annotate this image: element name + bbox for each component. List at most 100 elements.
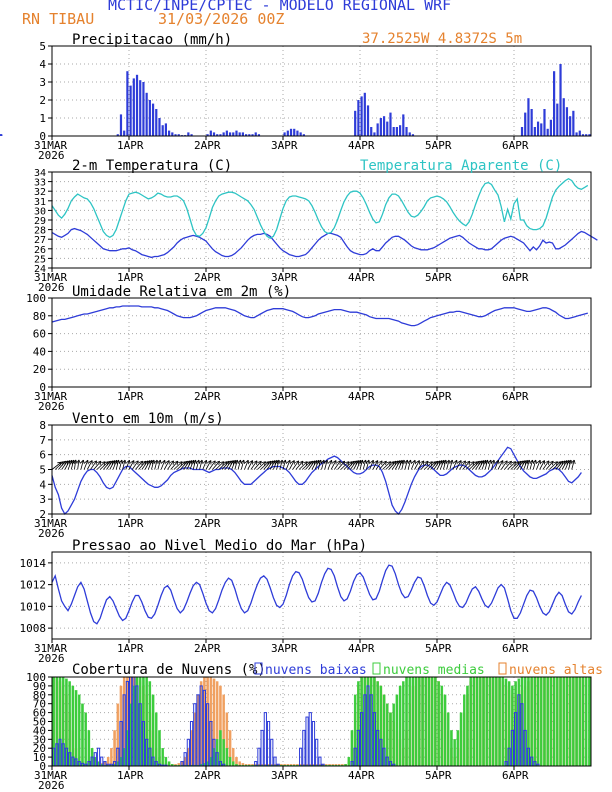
y-tick-label: 8 — [39, 419, 46, 432]
y-tick-label: 30 — [34, 206, 46, 217]
wind-arrow — [240, 459, 245, 470]
wind-arrow — [484, 459, 489, 470]
wind-arrow-head — [122, 459, 127, 465]
x-tick-label: 31MAR — [34, 517, 67, 530]
x-tick-label: 2APR — [194, 139, 221, 152]
wind-arrow-head — [495, 459, 500, 465]
precip-bar — [562, 98, 565, 136]
wind-arrow — [289, 460, 295, 470]
wind-arrow — [80, 459, 84, 470]
cloud-bar-nuvens-baixas — [260, 729, 264, 767]
y-tick-label: 100 — [26, 671, 46, 684]
x-tick-label: 6APR — [502, 517, 529, 530]
chart-main-title: MCTIC/INPE/CPTEC - MODELO REGIONAL WRF — [108, 0, 452, 14]
cloud-bar-nuvens-medias — [158, 730, 161, 767]
cloud-bar-nuvens-medias — [466, 685, 469, 767]
x-tick-label: 1APR — [117, 769, 144, 782]
wind-arrow — [539, 460, 545, 470]
wind-arrow-head — [541, 460, 545, 465]
wind-arrow — [481, 460, 487, 470]
precip-bar — [524, 112, 527, 136]
wind-arrow — [67, 460, 73, 470]
cloud-bar-nuvens-medias — [498, 676, 501, 767]
precip-bar — [402, 114, 405, 136]
cloud-bar-nuvens-medias — [562, 676, 565, 767]
wind-arrow — [510, 461, 520, 470]
y-tick-label: 31 — [34, 197, 46, 208]
legend-swatch — [498, 662, 507, 675]
precip-bar — [536, 121, 540, 136]
wind-arrow-head — [257, 460, 262, 466]
panel-frame — [51, 424, 592, 515]
cloud-bar-nuvens-medias — [546, 676, 549, 767]
wind-arrow — [536, 460, 541, 470]
cloud-bar-nuvens-medias — [533, 676, 537, 767]
precip-bar — [357, 100, 360, 136]
cloud-bar-nuvens-medias — [405, 676, 408, 767]
wind-arrow — [160, 460, 166, 470]
wind-arrow-head — [446, 459, 451, 465]
series-line-Vento — [51, 446, 582, 516]
series-line-Temperatura-(C) — [51, 227, 598, 259]
cloud-bar-nuvens-medias — [161, 748, 164, 767]
y-tick-label: 24 — [34, 264, 46, 275]
wind-arrow — [250, 460, 258, 470]
wind-arrow — [378, 460, 387, 470]
panel-frame — [51, 171, 592, 269]
panel-frame — [51, 676, 592, 767]
cloud-bar-nuvens-medias — [450, 730, 453, 767]
wind-arrow — [131, 460, 139, 470]
wind-arrow — [173, 461, 183, 470]
cloud-bar-nuvens-medias — [155, 712, 158, 767]
cloud-bar-nuvens-medias — [463, 694, 466, 767]
wind-arrow — [407, 459, 412, 470]
y-tick-label: 1012 — [20, 579, 47, 592]
wind-arrow — [301, 461, 311, 470]
wind-arrow — [128, 460, 135, 470]
y-tick-label: 0 — [39, 381, 46, 394]
wind-arrow — [295, 460, 304, 470]
precip-bar — [241, 132, 244, 136]
precip-bar — [520, 127, 524, 136]
wind-arrow-head — [382, 460, 387, 466]
x-tick-label: 4APR — [348, 642, 375, 655]
wind-arrow-head — [174, 460, 179, 466]
y-tick-label: 26 — [34, 245, 46, 256]
wind-arrow — [317, 459, 322, 470]
wind-arrow-head — [154, 459, 159, 465]
x-tick-label: 2APR — [194, 642, 221, 655]
precip-bar — [354, 110, 357, 136]
x-tick-label: 4APR — [348, 271, 375, 284]
wind-arrow-head — [526, 459, 531, 465]
wind-arrow — [205, 460, 212, 470]
wind-arrow-head — [374, 460, 379, 465]
wind-arrow — [568, 459, 572, 470]
wind-arrow-head — [340, 460, 346, 466]
wind-arrow-head — [290, 460, 295, 465]
wind-arrow-head — [253, 460, 258, 465]
cloud-bar-nuvens-medias — [225, 748, 229, 767]
wind-arrow — [269, 460, 276, 470]
y-tick-label: 33 — [34, 178, 46, 189]
precip-bar — [543, 109, 546, 136]
precip-bar — [161, 125, 164, 136]
wind-arrow — [504, 460, 512, 470]
wind-arrow-head — [457, 460, 462, 465]
wind-arrow — [199, 459, 203, 470]
cloud-bar-nuvens-medias — [540, 676, 543, 767]
x-tick-label: 2APR — [194, 390, 221, 403]
cloud-bar-nuvens-medias — [78, 694, 81, 767]
precip-bar — [135, 74, 139, 136]
precip-bar — [116, 134, 119, 136]
y-tick-label: 3 — [39, 493, 46, 506]
cloud-bar-nuvens-medias — [453, 739, 456, 767]
wind-arrow-head — [317, 459, 323, 465]
precip-bar — [151, 103, 155, 136]
precip-bar — [370, 127, 373, 136]
wind-arrow — [356, 460, 361, 470]
wind-arrow — [189, 460, 195, 470]
precip-bar — [575, 132, 578, 136]
precip-bar — [578, 130, 581, 136]
cloud-bar-nuvens-medias — [395, 694, 399, 767]
